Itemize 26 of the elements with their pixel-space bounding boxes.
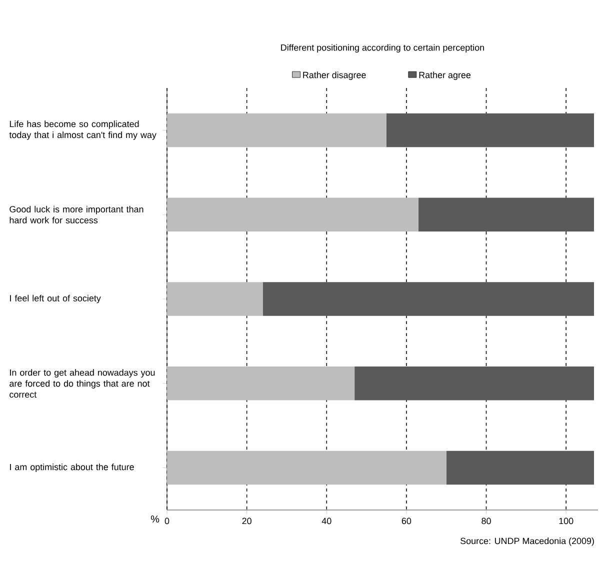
bar bbox=[262, 282, 594, 316]
x-tick-label: 80 bbox=[482, 518, 491, 524]
x-tick-label: 0 bbox=[164, 518, 170, 524]
bar bbox=[166, 198, 418, 232]
bar bbox=[166, 282, 263, 316]
bar bbox=[166, 366, 355, 400]
y-tick-label: In order to get ahead nowadays you are forced to do things that are not correct bbox=[10, 369, 155, 398]
bar bbox=[418, 198, 594, 232]
bar bbox=[354, 366, 594, 400]
legend-label: Rather disagree bbox=[303, 72, 366, 80]
source-note: Source: UNDP Macedonia (2009) bbox=[460, 538, 594, 546]
bar bbox=[386, 113, 594, 148]
y-tick-label: Life has become so complicated today that i almost can't find my way bbox=[9, 120, 156, 140]
bar bbox=[446, 450, 594, 485]
y-tick-label: I am optimistic about the future bbox=[10, 464, 134, 472]
x-axis-title: % bbox=[150, 516, 160, 522]
bar bbox=[166, 113, 386, 148]
chart-title: Different positioning according to certain perception bbox=[281, 44, 484, 53]
x-tick-label: 100 bbox=[559, 518, 574, 524]
y-tick-label: Good luck is more important than hard work for success bbox=[10, 206, 144, 224]
y-tick-label: I feel left out of society bbox=[10, 294, 101, 304]
legend-label: Rather agree bbox=[419, 72, 471, 80]
x-tick-label: 20 bbox=[242, 518, 252, 524]
x-tick-label: 60 bbox=[402, 518, 412, 524]
x-tick-label: 40 bbox=[322, 518, 332, 524]
bar bbox=[166, 450, 446, 485]
